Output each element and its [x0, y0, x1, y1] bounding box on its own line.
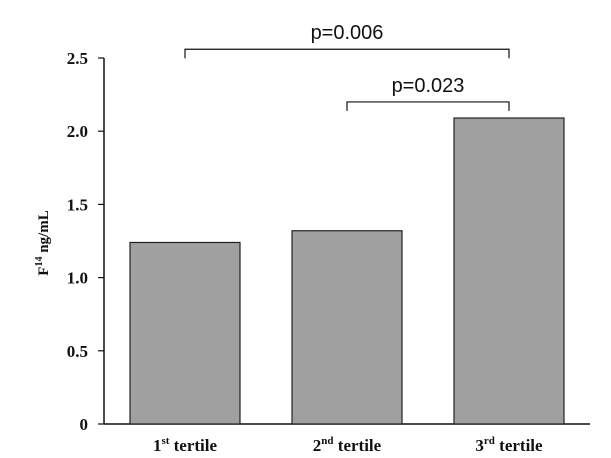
y-tick-label: 0	[80, 415, 89, 434]
significance-annotations: p=0.006 p=0.023	[184, 22, 510, 111]
x-categories: 1st tertile 2nd tertile 3rd tertile	[153, 435, 543, 455]
x-category-sup: rd	[484, 435, 495, 447]
x-category-label: 2nd tertile	[313, 435, 382, 455]
bar-3	[453, 117, 565, 425]
x-category-rest: tertile	[169, 436, 217, 455]
y-tick-label: 2.0	[67, 122, 88, 141]
x-category-rest: tertile	[495, 436, 543, 455]
x-category-main: 1	[153, 436, 162, 455]
significance-bracket-2	[346, 101, 510, 111]
bar-1	[129, 241, 241, 425]
x-category-label: 3rd tertile	[475, 435, 543, 455]
y-tick-label: 2.5	[67, 49, 88, 68]
y-axis-label-sup: 14	[34, 257, 45, 267]
x-category-main: 3	[475, 436, 484, 455]
p-value-label-1: p=0.006	[311, 22, 384, 44]
bar-2	[291, 230, 403, 425]
x-category-main: 2	[313, 436, 322, 455]
x-category-rest: tertile	[334, 436, 382, 455]
bars	[129, 117, 565, 425]
y-ticks: 0 0.5 1.0 1.5 2.0 2.5	[67, 49, 104, 434]
y-tick-label: 0.5	[67, 342, 88, 361]
y-axis-label: F14 ng/mL	[34, 210, 52, 275]
x-category-sup: st	[161, 435, 169, 447]
significance-bracket-1	[184, 48, 510, 59]
x-category-label: 1st tertile	[153, 435, 218, 455]
p-value-label-2: p=0.023	[392, 75, 465, 97]
x-category-sup: nd	[321, 435, 333, 447]
y-tick-label: 1.0	[67, 269, 88, 288]
y-axis-label-main: F	[36, 267, 52, 276]
y-tick-label: 1.5	[67, 195, 88, 214]
y-axis-label-rest: ng/mL	[36, 210, 52, 256]
